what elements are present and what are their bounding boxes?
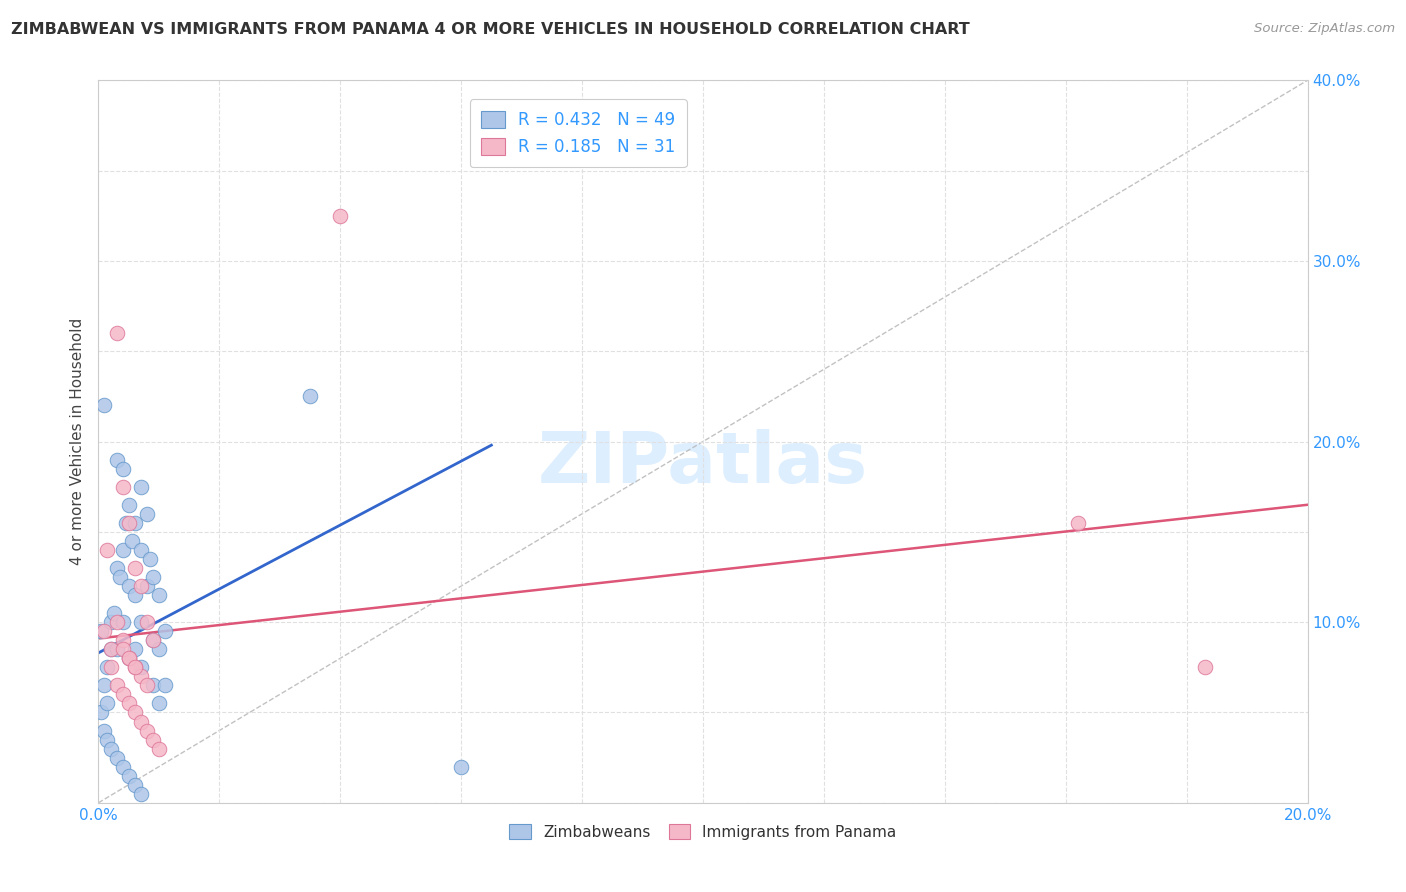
Point xyxy=(129,787,152,801)
Text: ZIPatlas: ZIPatlas xyxy=(538,429,868,498)
Text: ZIMBABWEAN VS IMMIGRANTS FROM PANAMA 4 OR MORE VEHICLES IN HOUSEHOLD CORRELATION: ZIMBABWEAN VS IMMIGRANTS FROM PANAMA 4 O… xyxy=(11,22,970,37)
Point xyxy=(111,615,134,630)
Point xyxy=(90,706,112,720)
Point xyxy=(93,398,115,412)
Point xyxy=(135,507,157,521)
Point xyxy=(100,615,122,630)
Point xyxy=(111,642,134,657)
Point xyxy=(111,461,134,475)
Point xyxy=(96,660,118,674)
Point xyxy=(100,642,122,657)
Point xyxy=(299,389,322,403)
Point xyxy=(124,778,146,792)
Point xyxy=(111,480,134,494)
Point xyxy=(118,516,141,530)
Point xyxy=(105,678,128,692)
Point xyxy=(118,651,141,665)
Point xyxy=(142,678,165,692)
Point xyxy=(148,642,170,657)
Text: Source: ZipAtlas.com: Source: ZipAtlas.com xyxy=(1254,22,1395,36)
Point xyxy=(105,452,128,467)
Point xyxy=(96,732,118,747)
Point xyxy=(93,624,115,639)
Point xyxy=(96,542,118,557)
Point xyxy=(118,769,141,783)
Point xyxy=(129,615,152,630)
Point xyxy=(96,697,118,711)
Point xyxy=(90,624,112,639)
Point xyxy=(139,552,162,566)
Point xyxy=(450,760,472,774)
Point xyxy=(105,326,128,340)
Point xyxy=(142,570,165,584)
Point xyxy=(153,678,176,692)
Point xyxy=(105,615,128,630)
Point xyxy=(103,606,125,620)
Point xyxy=(111,687,134,701)
Point xyxy=(329,209,352,223)
Point xyxy=(135,579,157,593)
Legend: Zimbabweans, Immigrants from Panama: Zimbabweans, Immigrants from Panama xyxy=(503,818,903,846)
Point xyxy=(121,533,143,548)
Point xyxy=(142,633,165,648)
Point xyxy=(129,714,152,729)
Point xyxy=(111,542,134,557)
Point xyxy=(129,542,152,557)
Point xyxy=(118,697,141,711)
Point xyxy=(124,588,146,602)
Point xyxy=(93,723,115,738)
Point xyxy=(135,615,157,630)
Point xyxy=(124,642,146,657)
Point xyxy=(111,633,134,648)
Point xyxy=(1067,516,1090,530)
Point xyxy=(124,561,146,575)
Point xyxy=(100,642,122,657)
Y-axis label: 4 or more Vehicles in Household: 4 or more Vehicles in Household xyxy=(70,318,86,566)
Point xyxy=(129,669,152,683)
Point xyxy=(124,660,146,674)
Point xyxy=(135,678,157,692)
Point xyxy=(129,480,152,494)
Point xyxy=(148,741,170,756)
Point xyxy=(118,579,141,593)
Point xyxy=(100,741,122,756)
Point xyxy=(105,561,128,575)
Point xyxy=(129,579,152,593)
Point xyxy=(105,750,128,764)
Point xyxy=(129,660,152,674)
Point xyxy=(93,678,115,692)
Point xyxy=(118,651,141,665)
Point xyxy=(142,633,165,648)
Point xyxy=(124,516,146,530)
Point xyxy=(105,642,128,657)
Point xyxy=(142,732,165,747)
Point xyxy=(124,660,146,674)
Point xyxy=(153,624,176,639)
Point xyxy=(100,660,122,674)
Point xyxy=(118,651,141,665)
Point xyxy=(111,760,134,774)
Point xyxy=(114,516,136,530)
Point xyxy=(1194,660,1216,674)
Point xyxy=(148,697,170,711)
Point xyxy=(135,723,157,738)
Point xyxy=(124,706,146,720)
Point xyxy=(118,498,141,512)
Point xyxy=(148,588,170,602)
Point xyxy=(108,570,131,584)
